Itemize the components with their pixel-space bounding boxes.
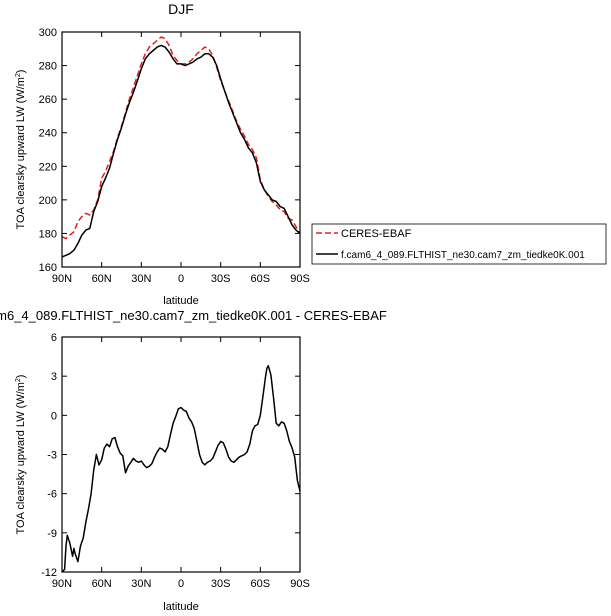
panel2-y-tick-label: -3 [47, 450, 57, 462]
panel2-series-line-0 [61, 364, 301, 573]
panel2-plot-frame [61, 336, 301, 573]
panel1-series-line-0 [61, 36, 301, 240]
panel2-x-axis-label: latitude [163, 601, 198, 613]
panel2-x-tick-label: 30S [211, 578, 231, 590]
panel1-x-tick-label: 90N [52, 273, 72, 285]
panel2-x-tick-label: 90N [52, 578, 72, 590]
panel1-x-tick-label: 60N [92, 273, 112, 285]
panel1-y-tick-label: 180 [39, 228, 57, 240]
panel2-x-tick-label: 30N [131, 578, 151, 590]
panel2-y-tick-label: 6 [51, 332, 57, 344]
panel1-plot-frame [61, 31, 301, 268]
panel2-x-tick-label: 90S [290, 578, 310, 590]
panel1-y-axis-label: TOA clearsky upward LW (W/m2) [15, 70, 27, 230]
panel1-x-tick-label: 0 [178, 273, 184, 285]
panel2-x-tick-label: 0 [178, 578, 184, 590]
panel2-y-axis-label: TOA clearsky upward LW (W/m2) [15, 375, 27, 535]
panel1-y-tick-label: 240 [39, 128, 57, 140]
panel1-series-line-1 [61, 44, 301, 258]
panel1-y-tick-label: 260 [39, 94, 57, 106]
panel1-x-axis-label: latitude [163, 295, 198, 307]
panel1-y-tick-label: 200 [39, 195, 57, 207]
panel2-title: f.cam6_4_089.FLTHIST_ne30.cam7_zm_tiedke… [0, 308, 387, 323]
panel1-y-tick-label: 300 [39, 27, 57, 39]
panel1-x-tick-label: 30N [131, 273, 151, 285]
panel1-x-tick-label: 60S [251, 273, 271, 285]
panel2-x-tick-label: 60S [251, 578, 271, 590]
legend-label-ceres: CERES-EBAF [341, 228, 412, 240]
panel2-y-tick-label: -12 [41, 567, 57, 579]
legend-label-model: f.cam6_4_089.FLTHIST_ne30.cam7_zm_tiedke… [341, 250, 585, 261]
legend-box [311, 223, 607, 265]
panel2-y-tick-label: -6 [47, 489, 57, 501]
panel1-y-tick-label: 280 [39, 61, 57, 73]
panel1-x-tick-label: 30S [211, 273, 231, 285]
panel1-y-tick-label: 220 [39, 161, 57, 173]
panel2-y-tick-label: 0 [51, 410, 57, 422]
panel1-y-tick-label: 160 [39, 262, 57, 274]
legend: CERES-EBAF f.cam6_4_089.FLTHIST_ne30.cam… [311, 223, 607, 265]
panel2-y-tick-label: 3 [51, 371, 57, 383]
panel1-title: DJF [168, 1, 194, 17]
panel2-y-tick-label: -9 [47, 528, 57, 540]
panel2-x-tick-label: 60N [92, 578, 112, 590]
panel1-x-tick-label: 90S [290, 273, 310, 285]
